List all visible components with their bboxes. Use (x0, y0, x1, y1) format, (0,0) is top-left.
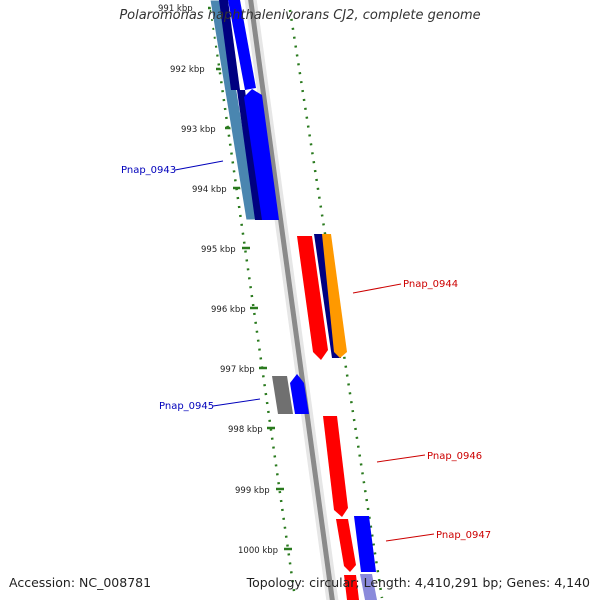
gene-label-pnap-0944[interactable]: Pnap_0944 (403, 279, 458, 290)
tick-label-995: 995 kbp (201, 245, 236, 255)
reverse-features (297, 234, 359, 600)
forward-features (209, 0, 377, 600)
tick-label-999: 999 kbp (235, 486, 270, 496)
cds-orange-944[interactable] (322, 234, 347, 358)
cds-blue-upper[interactable] (228, 0, 256, 90)
accession-text: Accession: NC_008781 (9, 575, 152, 590)
tick-label-994: 994 kbp (192, 185, 227, 195)
gene-label-pnap-0943[interactable]: Pnap_0943 (121, 165, 176, 176)
cds-navy-bottom[interactable] (360, 574, 377, 600)
tick-label-997: 997 kbp (220, 365, 255, 375)
cds-red-947[interactable] (336, 519, 356, 572)
gene-label-pnap-0945[interactable]: Pnap_0945 (159, 401, 214, 412)
cds-blue-947[interactable] (354, 516, 376, 572)
cds-blue-945[interactable] (290, 374, 309, 414)
genome-summary-text: Topology: circular; Length: 4,410,291 bp… (246, 575, 590, 590)
cds-red-946[interactable] (323, 416, 348, 517)
gene-label-pnap-0947[interactable]: Pnap_0947 (436, 530, 491, 541)
gene-label-pnap-0946[interactable]: Pnap_0946 (427, 451, 482, 462)
tick-label-998: 998 kbp (228, 425, 263, 435)
leader-lines (174, 160, 435, 542)
cds-navy-upper[interactable] (219, 0, 240, 90)
tick-label-991: 991 kbp (158, 4, 193, 14)
genome-backbone (244, 0, 339, 600)
tick-label-996: 996 kbp (211, 305, 246, 315)
cds-gray-945[interactable] (272, 376, 293, 414)
tick-label-993: 993 kbp (181, 125, 216, 135)
tick-label-992: 992 kbp (170, 65, 205, 75)
cds-blue-943[interactable] (244, 89, 279, 220)
cds-navy-lower[interactable] (237, 90, 263, 220)
map-title: Polaromonas naphthalenivorans CJ2, compl… (119, 8, 481, 23)
cds-red-bottom[interactable] (344, 575, 359, 600)
tick-label-1000: 1000 kbp (238, 546, 278, 556)
cds-red-944[interactable] (297, 236, 328, 360)
